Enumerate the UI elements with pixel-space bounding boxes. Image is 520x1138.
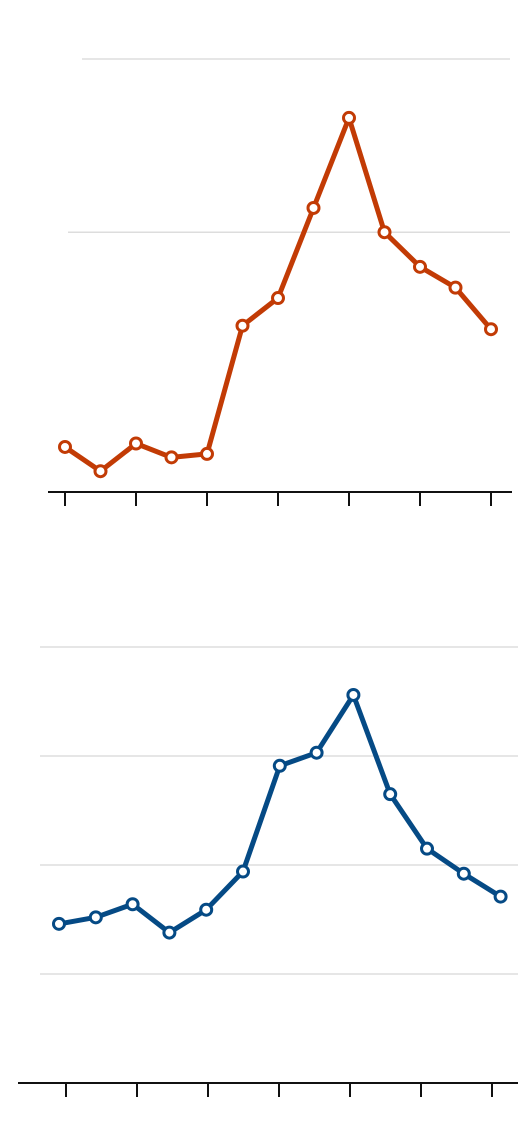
data-point: [413, 259, 427, 274]
data-point: [236, 864, 250, 879]
line-chart-bottom: [18, 646, 518, 1097]
data-point: [493, 889, 508, 904]
data-point: [88, 910, 103, 925]
data-point: [456, 866, 471, 881]
data-point: [272, 758, 287, 773]
data-point: [383, 787, 398, 802]
series-line: [56, 692, 504, 936]
line-chart-top: [48, 58, 512, 506]
data-point: [342, 110, 356, 125]
data-point: [200, 446, 214, 461]
data-point: [309, 745, 324, 760]
data-point: [235, 318, 250, 333]
data-point: [346, 687, 361, 702]
data-point: [125, 897, 140, 912]
data-point: [271, 291, 285, 306]
data-point: [448, 280, 463, 295]
data-point: [93, 464, 108, 479]
data-point: [484, 322, 498, 337]
data-point: [306, 200, 321, 215]
data-point: [377, 225, 392, 240]
data-point: [58, 439, 72, 454]
data-point: [199, 902, 214, 917]
data-point: [164, 450, 179, 465]
data-point: [420, 841, 434, 856]
data-point: [162, 925, 177, 940]
data-point: [52, 916, 66, 931]
data-point: [129, 436, 143, 451]
